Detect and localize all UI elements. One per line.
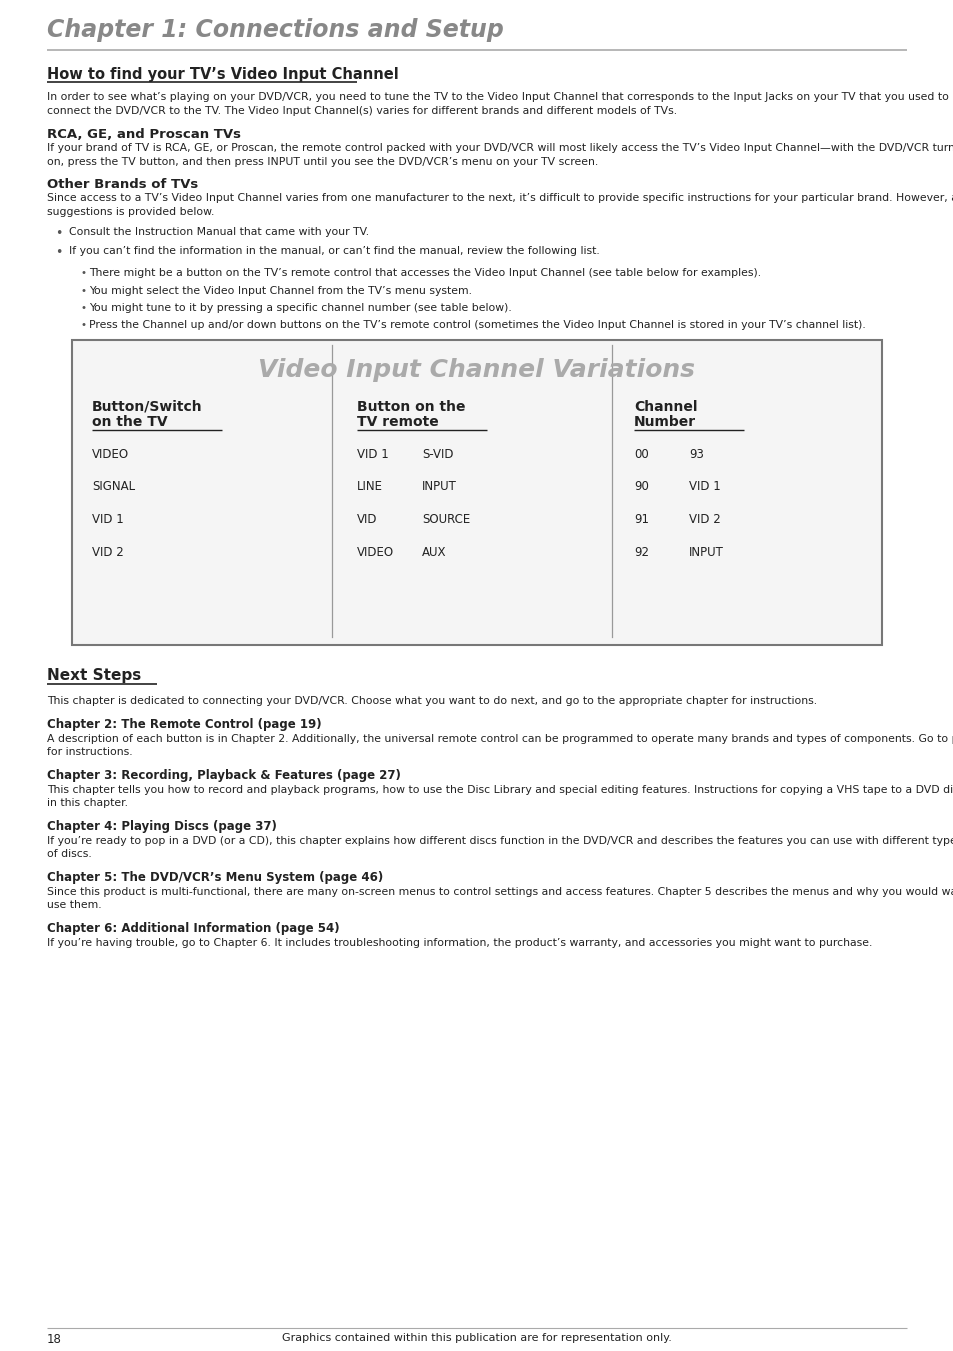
Text: •: • <box>81 286 87 296</box>
Text: VID 1: VID 1 <box>356 449 388 461</box>
Text: AUX: AUX <box>421 546 446 559</box>
Text: VID: VID <box>356 513 377 526</box>
Text: Chapter 4: Playing Discs (page 37): Chapter 4: Playing Discs (page 37) <box>47 820 276 834</box>
Text: 00: 00 <box>634 449 648 461</box>
Text: suggestions is provided below.: suggestions is provided below. <box>47 207 214 218</box>
Text: If your brand of TV is RCA, GE, or Proscan, the remote control packed with your : If your brand of TV is RCA, GE, or Prosc… <box>47 143 953 153</box>
Text: use them.: use them. <box>47 900 102 911</box>
Text: Button on the: Button on the <box>356 400 465 413</box>
Text: LINE: LINE <box>356 480 382 493</box>
Text: Video Input Channel Variations: Video Input Channel Variations <box>258 358 695 382</box>
Text: VID 2: VID 2 <box>91 546 124 559</box>
Text: 93: 93 <box>688 449 703 461</box>
Text: Chapter 5: The DVD/VCR’s Menu System (page 46): Chapter 5: The DVD/VCR’s Menu System (pa… <box>47 871 383 884</box>
Text: Since this product is multi-functional, there are many on-screen menus to contro: Since this product is multi-functional, … <box>47 888 953 897</box>
Text: Number: Number <box>634 415 696 430</box>
Text: Chapter 6: Additional Information (page 54): Chapter 6: Additional Information (page … <box>47 921 339 935</box>
Text: Since access to a TV’s Video Input Channel varies from one manufacturer to the n: Since access to a TV’s Video Input Chann… <box>47 193 953 203</box>
Text: TV remote: TV remote <box>356 415 438 430</box>
Text: S-VID: S-VID <box>421 449 453 461</box>
Text: If you’re ready to pop in a DVD (or a CD), this chapter explains how different d: If you’re ready to pop in a DVD (or a CD… <box>47 836 953 846</box>
Text: INPUT: INPUT <box>688 546 723 559</box>
Text: Graphics contained within this publication are for representation only.: Graphics contained within this publicati… <box>282 1333 671 1343</box>
Text: •: • <box>81 267 87 278</box>
Text: 18: 18 <box>47 1333 62 1346</box>
Text: connect the DVD/VCR to the TV. The Video Input Channel(s) varies for different b: connect the DVD/VCR to the TV. The Video… <box>47 105 677 116</box>
Text: This chapter is dedicated to connecting your DVD/VCR. Choose what you want to do: This chapter is dedicated to connecting … <box>47 696 817 707</box>
Text: VIDEO: VIDEO <box>356 546 394 559</box>
Text: in this chapter.: in this chapter. <box>47 798 128 808</box>
Text: Chapter 3: Recording, Playback & Features (page 27): Chapter 3: Recording, Playback & Feature… <box>47 769 400 782</box>
Text: 92: 92 <box>634 546 648 559</box>
Text: RCA, GE, and Proscan TVs: RCA, GE, and Proscan TVs <box>47 128 241 141</box>
Text: You might tune to it by pressing a specific channel number (see table below).: You might tune to it by pressing a speci… <box>89 303 511 313</box>
Text: Next Steps: Next Steps <box>47 667 141 684</box>
Text: VID 1: VID 1 <box>688 480 720 493</box>
Text: •: • <box>55 246 62 259</box>
FancyBboxPatch shape <box>71 340 882 644</box>
Text: This chapter tells you how to record and playback programs, how to use the Disc : This chapter tells you how to record and… <box>47 785 953 794</box>
Text: 91: 91 <box>634 513 648 526</box>
Text: VIDEO: VIDEO <box>91 449 129 461</box>
Text: Consult the Instruction Manual that came with your TV.: Consult the Instruction Manual that came… <box>69 227 369 236</box>
Text: Press the Channel up and/or down buttons on the TV’s remote control (sometimes t: Press the Channel up and/or down buttons… <box>89 320 864 330</box>
Text: If you can’t find the information in the manual, or can’t find the manual, revie: If you can’t find the information in the… <box>69 246 599 255</box>
Text: INPUT: INPUT <box>421 480 456 493</box>
Text: Chapter 1: Connections and Setup: Chapter 1: Connections and Setup <box>47 18 503 42</box>
Text: for instructions.: for instructions. <box>47 747 132 757</box>
Text: •: • <box>55 227 62 240</box>
Text: •: • <box>81 303 87 313</box>
Text: Button/Switch: Button/Switch <box>91 400 202 413</box>
Text: on, press the TV button, and then press INPUT until you see the DVD/VCR’s menu o: on, press the TV button, and then press … <box>47 157 598 168</box>
Text: SOURCE: SOURCE <box>421 513 470 526</box>
Text: on the TV: on the TV <box>91 415 168 430</box>
Text: VID 1: VID 1 <box>91 513 124 526</box>
Text: If you’re having trouble, go to Chapter 6. It includes troubleshooting informati: If you’re having trouble, go to Chapter … <box>47 938 871 948</box>
Text: 90: 90 <box>634 480 648 493</box>
Text: •: • <box>81 320 87 330</box>
Text: of discs.: of discs. <box>47 848 91 859</box>
Text: A description of each button is in Chapter 2. Additionally, the universal remote: A description of each button is in Chapt… <box>47 734 953 744</box>
Text: Chapter 2: The Remote Control (page 19): Chapter 2: The Remote Control (page 19) <box>47 717 321 731</box>
Text: Other Brands of TVs: Other Brands of TVs <box>47 178 198 190</box>
Text: You might select the Video Input Channel from the TV’s menu system.: You might select the Video Input Channel… <box>89 286 472 296</box>
Text: How to find your TV’s Video Input Channel: How to find your TV’s Video Input Channe… <box>47 68 398 82</box>
Text: There might be a button on the TV’s remote control that accesses the Video Input: There might be a button on the TV’s remo… <box>89 267 760 278</box>
Text: Channel: Channel <box>634 400 697 413</box>
Text: VID 2: VID 2 <box>688 513 720 526</box>
Text: In order to see what’s playing on your DVD/VCR, you need to tune the TV to the V: In order to see what’s playing on your D… <box>47 92 948 101</box>
Text: SIGNAL: SIGNAL <box>91 480 135 493</box>
